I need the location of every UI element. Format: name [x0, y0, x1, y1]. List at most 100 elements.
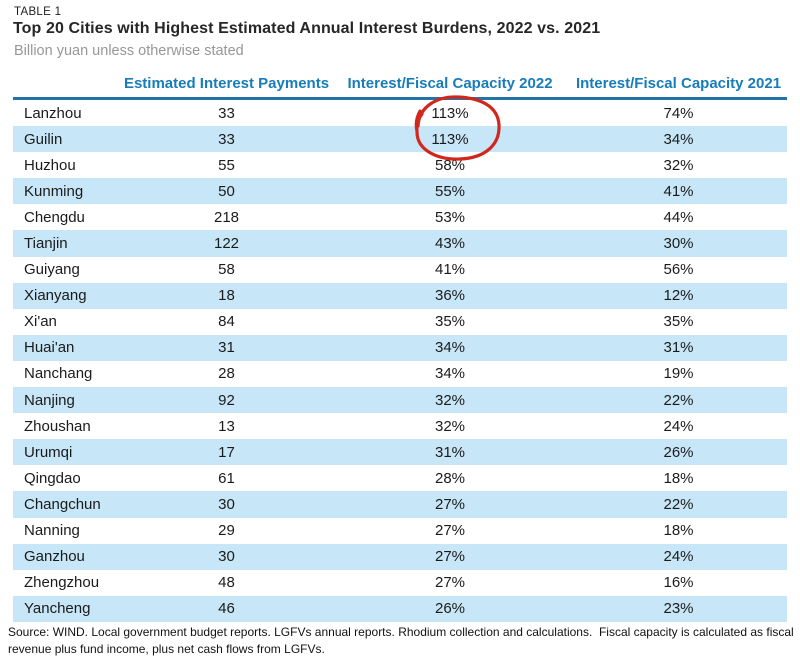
source-note: Source: WIND. Local government budget re…	[8, 625, 798, 657]
table-row: Lanzhou 33 113% 74%	[13, 100, 787, 127]
table-header-row: Estimated Interest Payments Interest/Fis…	[13, 70, 787, 100]
capacity-2022-cell: 28%	[434, 469, 466, 487]
payments-cell: 48	[218, 574, 235, 592]
capacity-2021-cell: 18%	[663, 522, 694, 540]
city-cell: Guilin	[24, 130, 63, 148]
capacity-2021-cell: 56%	[663, 261, 694, 279]
capacity-2022-cell: 53%	[434, 208, 466, 226]
payments-cell: 29	[218, 522, 235, 540]
capacity-2022-cell: 58%	[434, 156, 466, 174]
payments-cell: 61	[218, 469, 235, 487]
city-cell: Urumqi	[24, 443, 73, 461]
table-row: Changchun 30 27% 22%	[13, 491, 787, 518]
city-cell: Kunming	[24, 182, 84, 200]
capacity-2022-cell: 32%	[434, 417, 466, 435]
city-cell: Zhoushan	[24, 417, 91, 435]
table-row: Zhoushan 13 32% 24%	[13, 413, 787, 440]
capacity-2021-cell: 18%	[663, 469, 694, 487]
capacity-2022-cell: 36%	[434, 287, 466, 305]
table-label: TABLE 1	[14, 6, 62, 18]
column-header-payments: Estimated Interest Payments	[123, 75, 330, 92]
capacity-2021-cell: 32%	[663, 156, 694, 174]
table-row: Huzhou 55 58% 32%	[13, 152, 787, 179]
payments-cell: 92	[218, 391, 235, 409]
payments-cell: 33	[218, 104, 235, 122]
capacity-2021-cell: 24%	[663, 548, 694, 566]
table-row: Guilin 33 113% 34%	[13, 126, 787, 153]
payments-cell: 46	[218, 600, 235, 618]
city-cell: Lanzhou	[24, 104, 82, 122]
payments-cell: 28	[218, 365, 235, 383]
capacity-2022-cell: 113%	[431, 104, 469, 122]
capacity-2021-cell: 44%	[663, 208, 694, 226]
capacity-2022-cell: 34%	[434, 365, 466, 383]
units-subtitle: Billion yuan unless otherwise stated	[14, 43, 244, 59]
capacity-2022-cell: 26%	[434, 600, 466, 618]
interest-burden-table: Estimated Interest Payments Interest/Fis…	[13, 70, 787, 622]
capacity-2021-cell: 35%	[663, 313, 694, 331]
capacity-2022-cell: 27%	[434, 522, 466, 540]
capacity-2021-cell: 12%	[663, 287, 694, 305]
table-row: Qingdao 61 28% 18%	[13, 465, 787, 492]
city-cell: Chengdu	[24, 208, 85, 226]
table-body: Lanzhou 33 113% 74% Guilin 33 113% 34% H…	[13, 100, 787, 622]
table-row: Yancheng 46 26% 23%	[13, 595, 787, 622]
payments-cell: 122	[213, 235, 240, 253]
city-cell: Huzhou	[24, 156, 76, 174]
city-cell: Qingdao	[24, 469, 81, 487]
table-row: Zhengzhou 48 27% 16%	[13, 569, 787, 596]
capacity-2021-cell: 30%	[663, 235, 694, 253]
city-cell: Guiyang	[24, 261, 80, 279]
city-cell: Huai'an	[24, 339, 75, 357]
capacity-2022-cell: 32%	[434, 391, 466, 409]
table-row: Chengdu 218 53% 44%	[13, 204, 787, 231]
table-row: Urumqi 17 31% 26%	[13, 439, 787, 466]
capacity-2021-cell: 19%	[663, 365, 694, 383]
capacity-2022-cell: 34%	[434, 339, 466, 357]
table-row: Xianyang 18 36% 12%	[13, 282, 787, 309]
capacity-2021-cell: 26%	[663, 443, 694, 461]
payments-cell: 58	[218, 261, 235, 279]
payments-cell: 218	[213, 208, 240, 226]
capacity-2021-cell: 22%	[663, 495, 694, 513]
city-cell: Xi'an	[24, 313, 57, 331]
capacity-2021-cell: 74%	[663, 104, 694, 122]
capacity-2021-cell: 41%	[663, 182, 694, 200]
capacity-2022-cell: 41%	[434, 261, 466, 279]
table-row: Kunming 50 55% 41%	[13, 178, 787, 205]
capacity-2022-cell: 35%	[434, 313, 466, 331]
table-row: Nanning 29 27% 18%	[13, 517, 787, 544]
table-row: Tianjin 122 43% 30%	[13, 230, 787, 257]
capacity-2022-cell: 55%	[434, 182, 466, 200]
table-row: Huai'an 31 34% 31%	[13, 334, 787, 361]
table-row: Xi'an 84 35% 35%	[13, 308, 787, 335]
city-cell: Yancheng	[24, 600, 91, 618]
capacity-2021-cell: 22%	[663, 391, 694, 409]
table-row: Ganzhou 30 27% 24%	[13, 543, 787, 570]
page-title: Top 20 Cities with Highest Estimated Ann…	[13, 20, 601, 37]
city-cell: Tianjin	[24, 235, 68, 253]
city-cell: Nanning	[24, 522, 80, 540]
capacity-2021-cell: 31%	[663, 339, 694, 357]
city-cell: Xianyang	[24, 287, 87, 305]
city-cell: Nanjing	[24, 391, 75, 409]
payments-cell: 55	[218, 156, 235, 174]
column-header-capacity-2022: Interest/Fiscal Capacity 2022	[347, 75, 553, 92]
capacity-2021-cell: 23%	[663, 600, 694, 618]
payments-cell: 13	[218, 417, 235, 435]
city-cell: Nanchang	[24, 365, 93, 383]
capacity-2022-cell: 113%	[431, 130, 469, 148]
capacity-2022-cell: 27%	[434, 574, 466, 592]
capacity-2022-cell: 27%	[434, 495, 466, 513]
capacity-2022-cell: 27%	[434, 548, 466, 566]
table-row: Nanjing 92 32% 22%	[13, 387, 787, 414]
column-header-capacity-2021: Interest/Fiscal Capacity 2021	[575, 75, 782, 92]
table-row: Nanchang 28 34% 19%	[13, 360, 787, 388]
payments-cell: 31	[218, 339, 235, 357]
table-row: Guiyang 58 41% 56%	[13, 256, 787, 283]
city-cell: Changchun	[24, 495, 101, 513]
capacity-2022-cell: 43%	[434, 235, 466, 253]
capacity-2021-cell: 16%	[663, 574, 694, 592]
payments-cell: 18	[218, 287, 235, 305]
